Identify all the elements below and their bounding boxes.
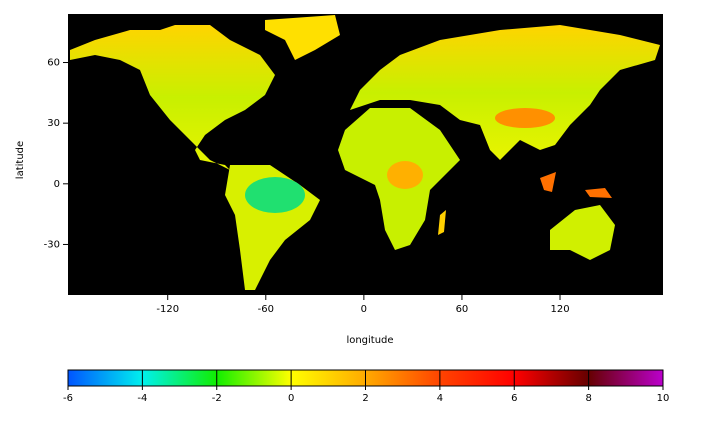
x-tick-label: 60 [456,304,469,315]
central-africa [387,161,423,189]
colorbar-segment [68,370,143,386]
amazon [245,177,305,213]
colorbar-tick-label: 6 [511,393,517,404]
x-tick-label: 0 [361,304,367,315]
y-tick-label: 30 [47,118,60,129]
x-tick-label: -60 [258,304,274,315]
x-tick-label: 120 [550,304,569,315]
land [70,15,660,290]
north-america [70,25,275,170]
eurasia [350,25,660,160]
colorbar-tick-label: 0 [288,393,294,404]
colorbar-tick-label: -4 [137,393,147,404]
colorbar-segment [142,370,217,386]
y-tick-label: 60 [47,58,60,69]
colorbar-tick-label: 8 [585,393,591,404]
colorbar-tick-label: -2 [212,393,222,404]
greenland [265,15,340,60]
colorbar-segment [439,370,515,386]
colorbar-frame [67,369,664,387]
colorbar-tick-label: 2 [362,393,368,404]
colorbar-segment [365,370,440,386]
colorbar-tick-label: 4 [437,393,443,404]
colorbar-segment [291,370,366,386]
colorbar-segment [514,370,589,386]
madagascar [438,210,446,235]
y-axis-label: latitude [15,141,26,179]
colorbar-tick-label: 10 [657,393,670,404]
y-tick-label: 0 [54,179,60,190]
x-axis-label: longitude [346,335,393,346]
x-tick-label: -120 [156,304,179,315]
colorbar-segment [588,370,663,386]
tibet [495,108,555,128]
indonesia [540,172,612,198]
australia [550,205,615,260]
colorbar-tick-label: -6 [63,393,73,404]
colorbar-segment [216,370,292,386]
y-tick-label: -30 [44,239,60,250]
